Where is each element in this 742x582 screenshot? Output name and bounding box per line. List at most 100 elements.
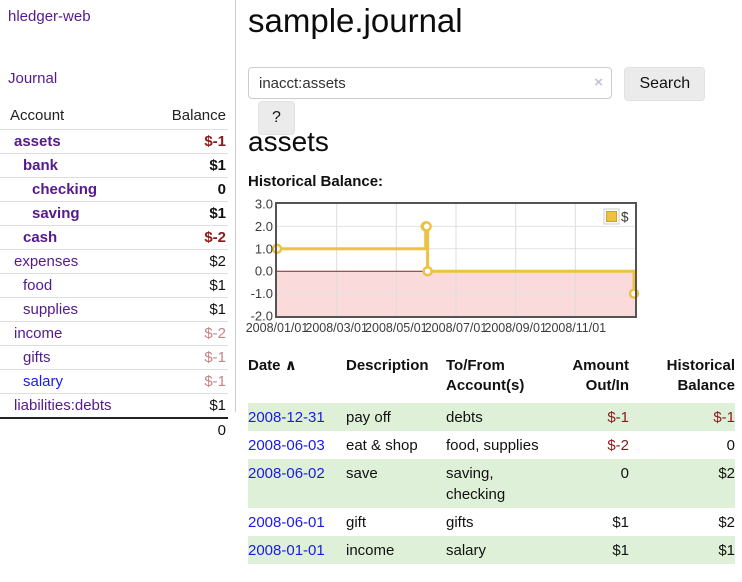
- chart-x-tick-label: 2008/01/01: [246, 321, 309, 335]
- account-balance: $1: [143, 393, 228, 418]
- account-name-link[interactable]: saving: [32, 205, 80, 222]
- register-row: 2008-06-02 save saving, checking 0 $2: [248, 459, 735, 508]
- transaction-accounts: gifts: [446, 513, 474, 531]
- register-header-amount: Amount Out/In: [572, 357, 629, 394]
- chart-y-tick-label: 0.0: [255, 264, 273, 279]
- help-button[interactable]: ?: [258, 101, 295, 135]
- account-balance: $1: [143, 273, 228, 298]
- chart-y-tick-label: 2.0: [255, 219, 273, 234]
- transaction-description: gift: [346, 513, 367, 531]
- account-balance: $-1: [143, 369, 228, 394]
- transaction-date-link[interactable]: 2008-06-03: [248, 436, 325, 454]
- chart-x-tick-label: 2008/11/01: [545, 321, 607, 335]
- register-header-date[interactable]: Date ∧: [248, 357, 297, 374]
- brand-link[interactable]: hledger-web: [8, 8, 91, 25]
- account-row: assets $-1: [0, 129, 228, 154]
- search-button[interactable]: Search: [624, 67, 706, 101]
- accounts-table: Account Balance assets $-1 bank $1 checking 0…: [0, 104, 228, 442]
- balance-chart: $3.0 2.0 1.0 0.0 -1.0 -2.0 2008/01/01 2008/03/0…: [246, 197, 742, 343]
- account-balance: $1: [143, 297, 228, 322]
- account-row: salary $-1: [0, 369, 228, 394]
- account-row: liabilities:debts $1: [0, 393, 228, 418]
- accounts-header-account: Account: [0, 104, 144, 130]
- account-balance: $-1: [143, 129, 228, 154]
- account-balance: $1: [143, 153, 228, 178]
- search-input[interactable]: [248, 67, 612, 99]
- transaction-description: eat & shop: [346, 436, 418, 454]
- account-name-link[interactable]: expenses: [14, 253, 79, 270]
- transaction-running-balance: $-1: [629, 403, 735, 431]
- transaction-running-balance: $2: [718, 513, 735, 531]
- register-row: 2008-12-31 pay off debts $-1 $-1: [248, 403, 735, 431]
- transaction-running-balance: 0: [726, 436, 735, 454]
- transaction-date-link[interactable]: 2008-12-31: [248, 408, 325, 426]
- account-name-link[interactable]: bank: [23, 157, 59, 174]
- chart-y-tick-label: 3.0: [255, 197, 273, 212]
- transaction-running-balance: $2: [629, 459, 735, 508]
- account-name-link[interactable]: supplies: [23, 301, 79, 318]
- account-row: food $1: [0, 273, 228, 298]
- register-header-balance: Historical Balance: [666, 357, 735, 394]
- chart-x-tick-label: 2008/07/01: [425, 321, 488, 335]
- account-name-link[interactable]: food: [23, 277, 53, 294]
- account-name-link[interactable]: income: [14, 325, 63, 342]
- account-row: gifts $-1: [0, 345, 228, 370]
- transaction-amount: $-2: [607, 436, 629, 454]
- chart-point-marker: [421, 221, 432, 232]
- transaction-accounts: food, supplies: [446, 436, 539, 454]
- register-row: 2008-06-03 eat & shop food, supplies $-2 0: [248, 431, 735, 459]
- account-name-link[interactable]: liabilities:debts: [14, 396, 112, 414]
- account-balance: $-1: [143, 345, 228, 370]
- chart-legend-swatch: [606, 211, 617, 222]
- chart-x-tick-label: 2008/05/01: [365, 321, 428, 335]
- clear-search-icon[interactable]: ×: [594, 74, 603, 91]
- register-row: 2008-01-01 income salary $1 $1: [248, 536, 735, 564]
- chart-point-marker: [422, 265, 433, 277]
- transaction-amount: $-1: [564, 403, 629, 431]
- transaction-running-balance: $1: [629, 536, 735, 564]
- register-header-accounts: To/From Account(s): [446, 357, 525, 394]
- nav-journal-link[interactable]: Journal: [8, 70, 58, 87]
- transaction-date-link[interactable]: 2008-01-01: [248, 541, 325, 559]
- register-row: 2008-06-01 gift gifts $1 $2: [248, 508, 735, 536]
- account-balance: $-2: [143, 321, 228, 346]
- transaction-accounts: debts: [446, 403, 564, 431]
- transaction-amount: $1: [612, 513, 629, 531]
- transaction-accounts: saving, checking: [446, 459, 564, 508]
- account-balance: 0: [143, 177, 228, 202]
- accounts-header-balance: Balance: [143, 104, 228, 130]
- register-table: Date ∧ Description To/From Account(s) Amo…: [248, 356, 735, 564]
- balance-chart-svg: $3.0 2.0 1.0 0.0 -1.0 -2.02008/01/012008/03/0…: [246, 197, 640, 335]
- chart-y-tick-label: -2.0: [251, 309, 273, 324]
- transaction-description: pay off: [346, 403, 446, 431]
- account-row: saving $1: [0, 201, 228, 226]
- search-form: × Search ?: [248, 67, 742, 135]
- transaction-accounts: salary: [446, 536, 564, 564]
- transaction-amount: $1: [564, 536, 629, 564]
- account-balance: $2: [143, 249, 228, 274]
- account-name-link[interactable]: checking: [32, 181, 98, 198]
- accounts-total: 0: [143, 416, 228, 442]
- account-row: supplies $1: [0, 297, 228, 322]
- transaction-date-link[interactable]: 2008-06-02: [248, 464, 325, 482]
- chart-x-tick-label: 2008/09/01: [484, 321, 547, 335]
- account-name-link[interactable]: gifts: [23, 349, 51, 366]
- account-name-link[interactable]: cash: [23, 229, 58, 246]
- chart-y-tick-label: 1.0: [255, 241, 273, 256]
- account-row: checking 0: [0, 177, 228, 202]
- register-header-description: Description: [346, 357, 429, 374]
- account-name-link[interactable]: salary: [23, 373, 64, 390]
- chart-y-tick-label: -1.0: [251, 286, 273, 301]
- account-row: cash $-2: [0, 225, 228, 250]
- transaction-amount: 0: [564, 459, 629, 508]
- historical-balance-label: Historical Balance:: [248, 173, 384, 190]
- chart-legend-label: $: [621, 210, 629, 225]
- account-heading: assets: [248, 126, 329, 157]
- sidebar-divider: [235, 0, 236, 412]
- chart-x-tick-label: 2008/03/01: [305, 321, 368, 335]
- transaction-date-link[interactable]: 2008-06-01: [248, 513, 325, 531]
- sort-asc-icon: ∧: [284, 357, 297, 374]
- page-title: sample.journal: [248, 2, 463, 39]
- account-row: income $-2: [0, 321, 228, 346]
- account-name-link[interactable]: assets: [14, 133, 61, 150]
